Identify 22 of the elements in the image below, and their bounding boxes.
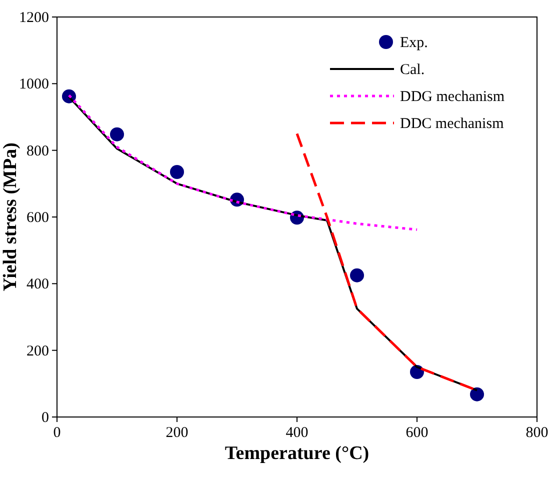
- point: [470, 387, 484, 402]
- y-tick-label: 800: [26, 143, 49, 160]
- x-tick-label: 200: [166, 425, 188, 441]
- legend-label: DDG mechanism: [400, 89, 505, 105]
- legend-label: DDC mechanism: [400, 116, 504, 132]
- y-tick-label: 1000: [19, 76, 49, 93]
- y-tick-label: 600: [26, 210, 49, 226]
- x-tick-label: 600: [406, 425, 428, 441]
- y-tick-label: 1200: [19, 10, 49, 26]
- point: [350, 268, 364, 282]
- x-axis-title: Temperature (°C): [224, 443, 370, 464]
- x-tick-label: 400: [286, 425, 308, 441]
- point: [170, 165, 184, 179]
- x-tick-label: 800: [526, 425, 548, 441]
- legend-label: Cal.: [400, 62, 425, 78]
- point: [110, 127, 124, 142]
- y-tick-label: 200: [26, 343, 49, 360]
- y-axis-title: Yield stress (MPa): [0, 142, 21, 292]
- x-tick-label: 0: [53, 425, 61, 441]
- y-tick-label: 400: [26, 276, 49, 293]
- legend-label: Exp.: [400, 35, 428, 51]
- y-tick-label: 0: [42, 410, 49, 426]
